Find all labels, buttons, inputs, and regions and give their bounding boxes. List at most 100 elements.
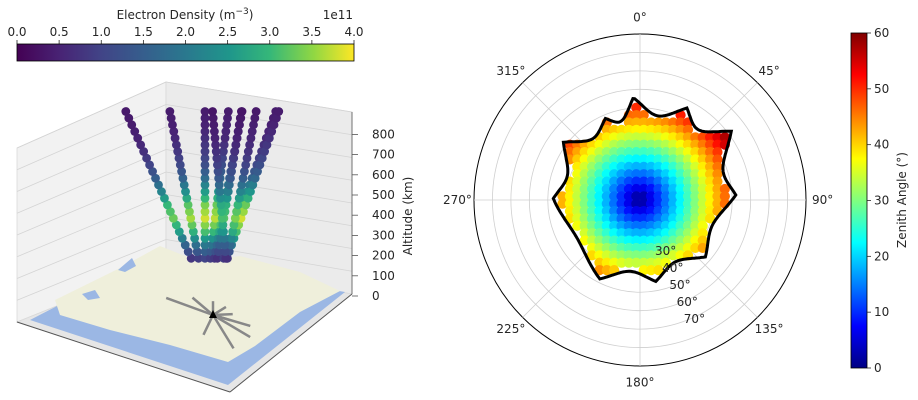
polar-data-point xyxy=(586,176,598,187)
polar-data-point xyxy=(609,176,620,187)
polar-data-point xyxy=(675,154,686,165)
polar-data-point xyxy=(601,161,612,172)
polar-data-point xyxy=(682,213,694,224)
polar-data-point xyxy=(616,183,627,195)
polar-data-point xyxy=(631,235,642,246)
beam-data-point xyxy=(211,147,221,156)
beam-data-point xyxy=(200,227,210,237)
polar-data-point xyxy=(638,183,649,195)
polar-data-point xyxy=(638,250,649,261)
polar-data-point xyxy=(638,220,649,231)
polar-data-point xyxy=(682,235,694,246)
beam-data-point xyxy=(163,200,172,210)
beam-data-point xyxy=(233,200,243,210)
polar-data-point xyxy=(594,198,605,209)
polar-data-point xyxy=(675,242,686,254)
polar-data-point xyxy=(579,191,590,202)
polar-data-point xyxy=(594,205,605,217)
beam-data-point xyxy=(253,167,262,176)
polar-data-point xyxy=(645,205,657,217)
polar-data-point xyxy=(594,228,605,239)
polar-data-point xyxy=(594,220,605,231)
beam-data-point xyxy=(121,107,131,116)
polar-data-point xyxy=(712,169,723,180)
beam-data-point xyxy=(230,213,240,223)
polar-data-point xyxy=(645,264,657,276)
polar-data-point xyxy=(631,198,642,209)
beam-data-point xyxy=(212,253,222,263)
polar-data-point xyxy=(645,198,657,209)
polar-radius-tick-label: 30° xyxy=(655,244,676,258)
altitude-axis-label: Altitude (km) xyxy=(401,177,415,256)
beam-data-point xyxy=(235,113,245,123)
polar-data-point xyxy=(645,146,657,158)
polar-data-point xyxy=(660,205,671,217)
polar-data-point xyxy=(660,117,671,128)
polar-data-point xyxy=(609,228,620,239)
polar-data-point xyxy=(638,228,649,239)
polar-data-point xyxy=(601,191,612,202)
polar-data-point xyxy=(609,139,620,150)
altitude-axis-tick-label: 200 xyxy=(372,249,395,263)
polar-data-point xyxy=(682,242,694,254)
polar-data-point xyxy=(609,169,620,180)
polar-data-point xyxy=(653,250,664,261)
polar-data-point xyxy=(675,191,686,202)
polar-data-point xyxy=(594,257,605,268)
polar-data-point xyxy=(623,169,635,180)
polar-data-point xyxy=(675,205,686,217)
polar-data-point xyxy=(675,132,686,143)
beam-data-point xyxy=(220,247,230,257)
beam-data-point xyxy=(168,213,178,223)
polar-data-point xyxy=(638,161,649,172)
polar-data-point xyxy=(601,257,612,268)
polar-data-point xyxy=(586,146,598,158)
polar-data-point xyxy=(645,132,657,143)
polar-data-point xyxy=(668,235,679,246)
altitude-axis-tick-label: 800 xyxy=(372,127,395,141)
beam-data-point xyxy=(214,173,224,183)
beam-data-point xyxy=(234,120,244,130)
polar-data-point xyxy=(668,183,679,195)
polar-data-point xyxy=(564,198,576,209)
beam-data-point xyxy=(220,133,230,143)
beam-data-point xyxy=(209,127,219,136)
beam-data-point xyxy=(223,107,233,116)
polar-data-point xyxy=(579,198,590,209)
polar-data-point xyxy=(623,139,635,150)
beam-data-point xyxy=(226,233,236,243)
polar-data-point xyxy=(616,191,627,202)
polar-data-point xyxy=(653,161,664,172)
altitude-axis-tick-label: 700 xyxy=(372,148,395,162)
axes-3d-edge xyxy=(229,293,353,393)
polar-data-point xyxy=(623,213,635,224)
axes-3d-gridline xyxy=(165,171,353,204)
polar-data-point xyxy=(616,169,627,180)
polar-data-point xyxy=(616,198,627,209)
polar-data-point xyxy=(682,176,694,187)
polar-data-point xyxy=(697,220,708,231)
polar-data-point xyxy=(631,183,642,195)
polar-data-point xyxy=(690,228,701,239)
polar-data-point xyxy=(690,139,701,150)
polar-data-point xyxy=(660,124,671,136)
polar-data-point xyxy=(660,228,671,239)
polar-data-point xyxy=(609,124,620,136)
axes-3d-gridline xyxy=(16,171,167,236)
beam-data-point xyxy=(179,180,189,190)
beam-data-point xyxy=(166,113,176,123)
density-colorbar-tick-label: 4.0 xyxy=(344,25,363,39)
beam-data-point xyxy=(241,160,251,170)
beam-ground-line xyxy=(211,314,235,350)
beam-data-point xyxy=(200,133,210,143)
polar-data-point xyxy=(564,146,576,158)
beam-data-point xyxy=(200,120,210,130)
altitude-axis-tick-label: 100 xyxy=(372,269,395,283)
beam-data-point xyxy=(262,140,272,150)
polar-data-point xyxy=(660,242,671,254)
polar-data-point xyxy=(660,139,671,150)
polar-data-point xyxy=(586,198,598,209)
polar-data-point xyxy=(631,257,642,268)
beam-data-point xyxy=(200,113,210,123)
beam-data-point xyxy=(130,127,140,136)
